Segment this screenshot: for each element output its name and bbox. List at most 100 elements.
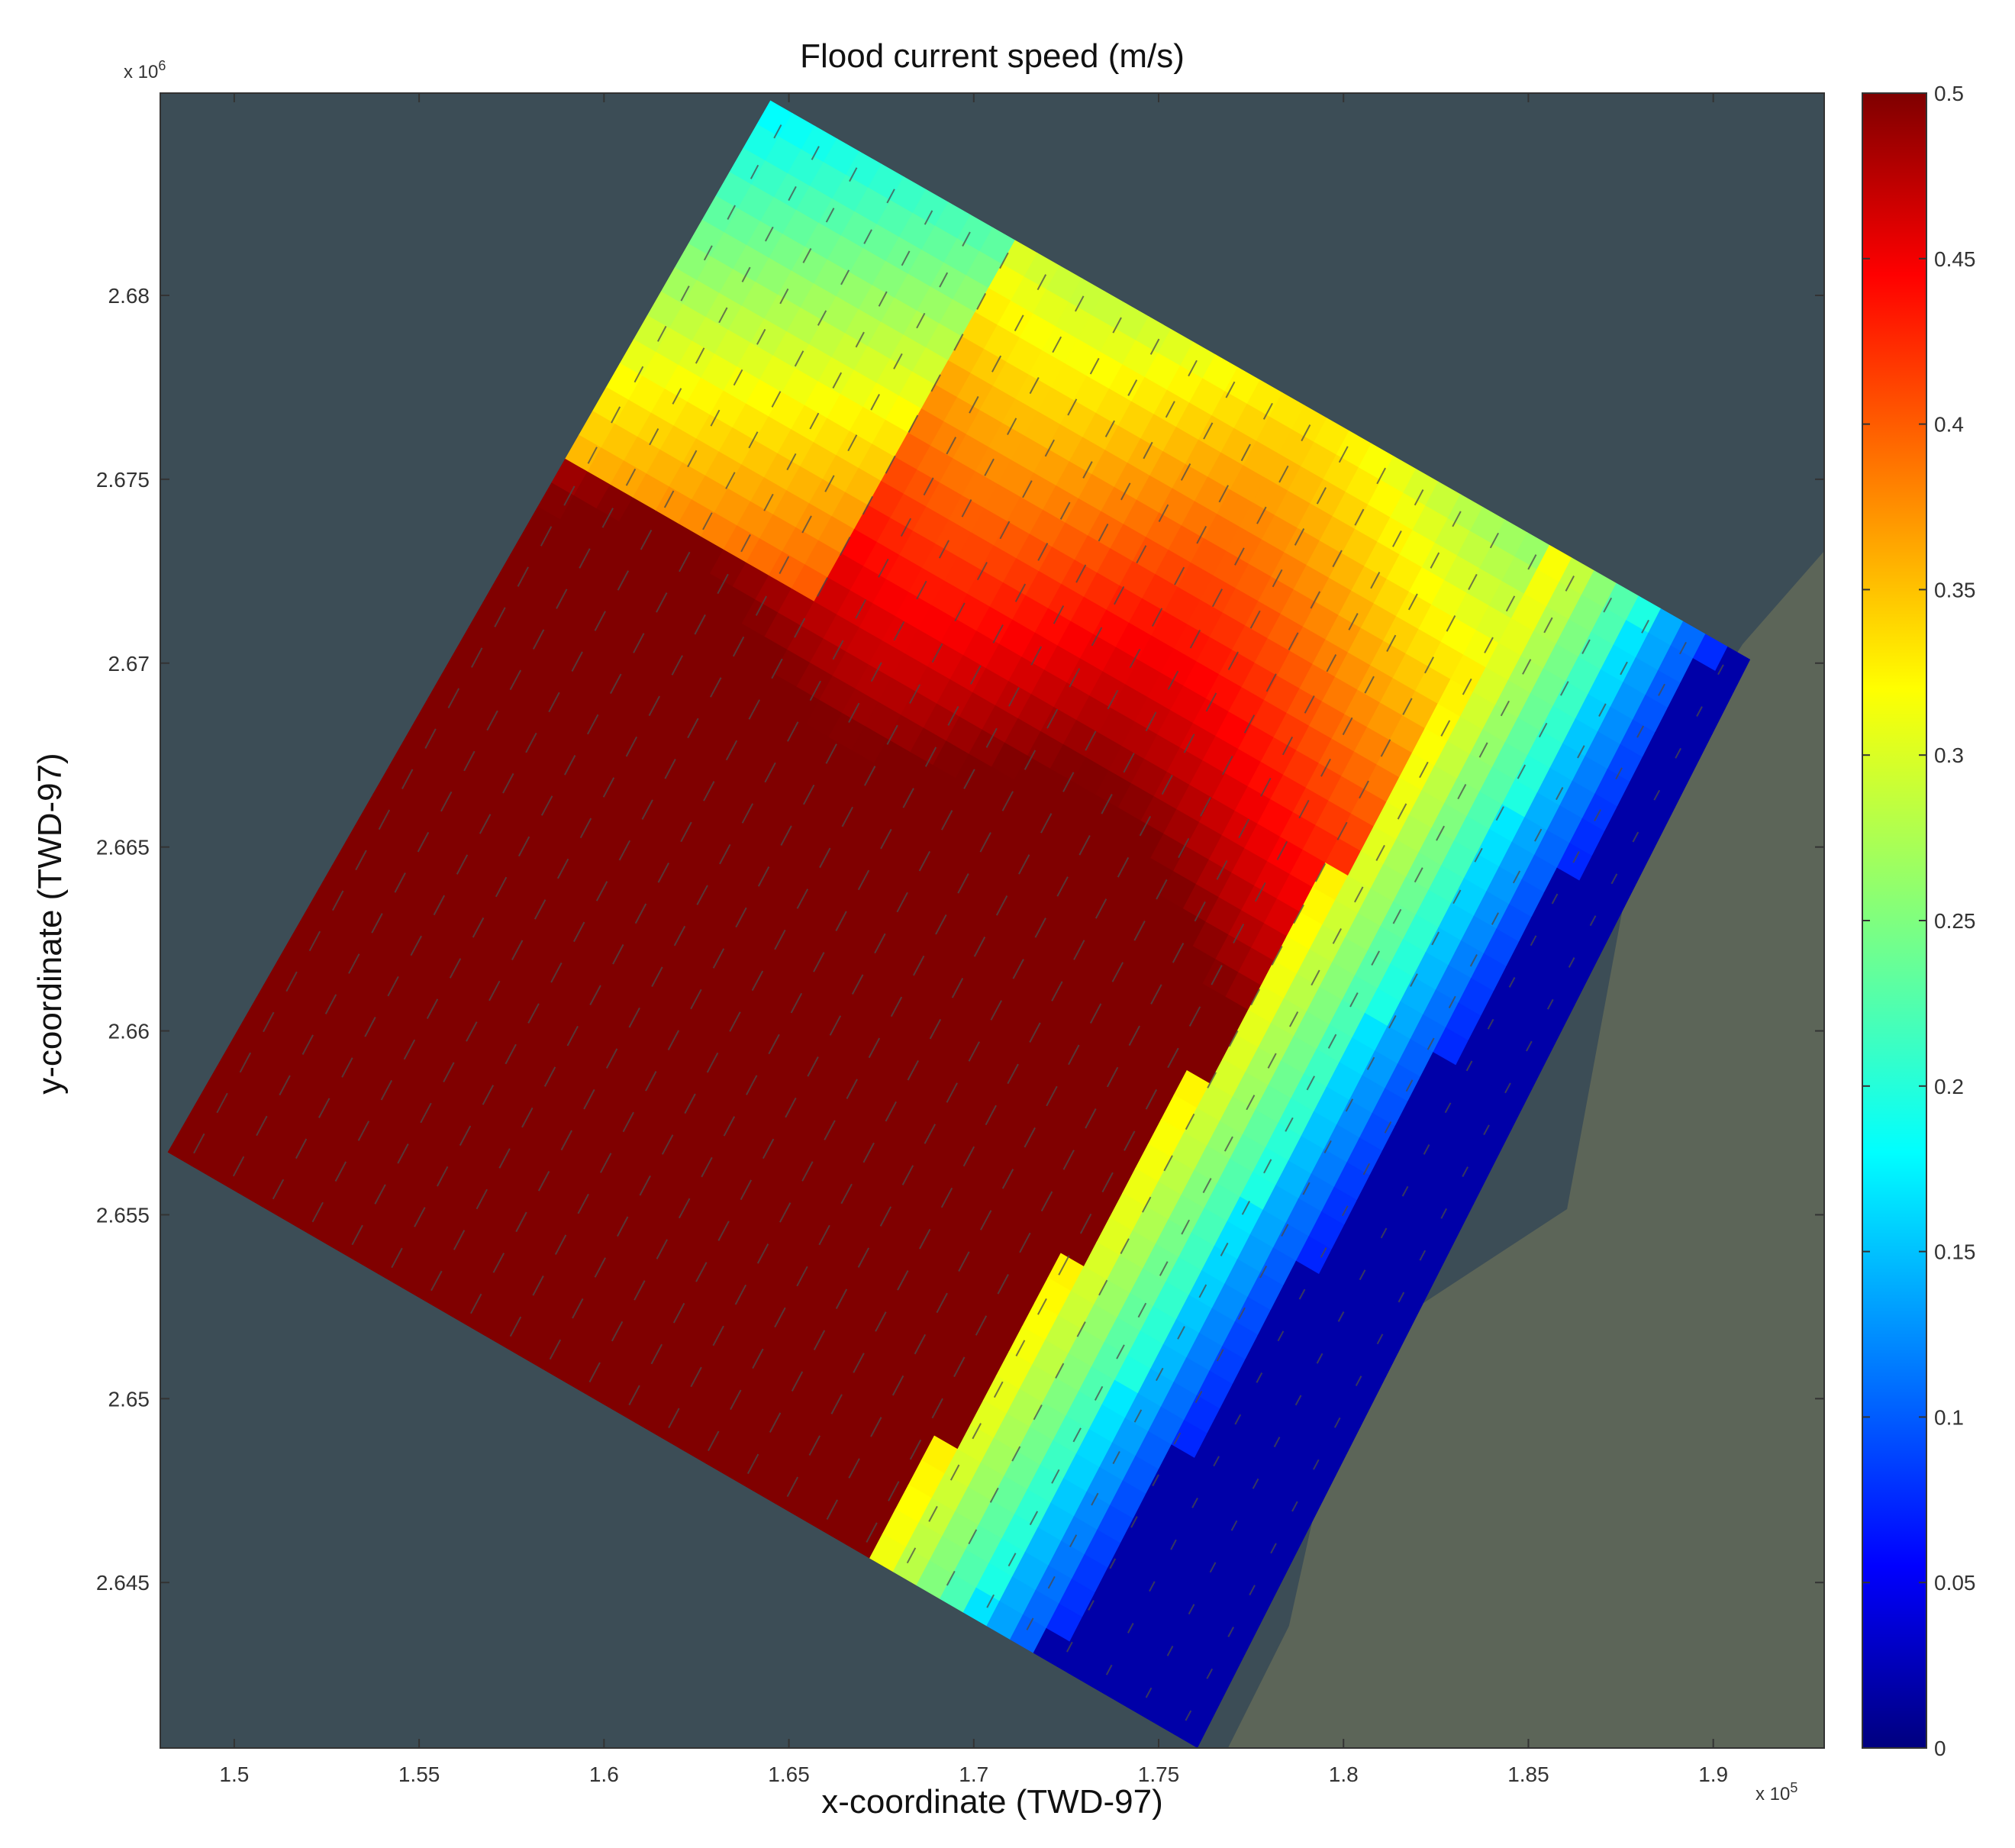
velocity-arrow bbox=[849, 167, 858, 182]
velocity-arrow bbox=[1066, 1641, 1073, 1653]
velocity-arrow bbox=[1359, 1269, 1366, 1281]
velocity-arrow bbox=[1174, 566, 1185, 585]
velocity-arrow bbox=[1001, 1169, 1014, 1189]
velocity-arrow bbox=[976, 562, 988, 581]
velocity-arrow bbox=[679, 551, 691, 572]
velocity-arrow bbox=[479, 814, 492, 834]
velocity-arrow bbox=[1161, 775, 1173, 795]
velocity-arrow bbox=[1062, 1150, 1075, 1170]
velocity-arrow bbox=[371, 913, 383, 934]
velocity-arrow bbox=[813, 952, 825, 972]
velocity-arrow bbox=[985, 1105, 997, 1126]
velocity-arrow bbox=[1145, 711, 1157, 732]
velocity-arrow bbox=[968, 1041, 980, 1062]
velocity-arrow bbox=[1530, 935, 1537, 947]
velocity-arrow bbox=[1354, 508, 1365, 526]
velocity-arrow bbox=[509, 1316, 522, 1337]
velocity-arrow bbox=[1298, 1288, 1306, 1300]
velocity-arrow bbox=[916, 580, 927, 600]
velocity-arrow bbox=[708, 1430, 720, 1452]
velocity-arrow bbox=[380, 1079, 393, 1101]
velocity-arrow bbox=[1109, 1558, 1117, 1569]
y-exponent-power: 6 bbox=[158, 58, 166, 73]
velocity-arrow bbox=[1632, 831, 1639, 843]
velocity-arrow bbox=[1338, 446, 1349, 463]
velocity-arrow bbox=[1276, 840, 1288, 860]
velocity-arrow bbox=[1250, 989, 1260, 1006]
velocity-arrow bbox=[893, 621, 905, 641]
velocity-arrow bbox=[1327, 1034, 1337, 1049]
velocity-arrow bbox=[992, 624, 1004, 643]
velocity-arrow bbox=[703, 245, 713, 261]
velocity-arrow bbox=[857, 869, 870, 891]
velocity-arrow bbox=[840, 1183, 853, 1205]
velocity-arrow bbox=[1044, 439, 1055, 457]
velocity-arrow bbox=[1397, 803, 1407, 820]
velocity-arrow bbox=[748, 699, 760, 720]
velocity-arrow bbox=[870, 394, 880, 411]
velocity-arrow bbox=[1069, 668, 1081, 688]
velocity-arrow bbox=[734, 1284, 747, 1305]
velocity-arrow bbox=[835, 1288, 848, 1309]
velocity-arrow bbox=[748, 431, 759, 449]
velocity-arrow bbox=[1220, 1242, 1229, 1256]
velocity-arrow bbox=[975, 1315, 988, 1336]
velocity-arrow bbox=[1211, 589, 1223, 608]
velocity-arrow bbox=[587, 447, 598, 464]
velocity-arrow bbox=[1185, 1113, 1195, 1130]
velocity-arrow bbox=[1177, 1326, 1185, 1340]
velocity-arrow bbox=[668, 1408, 680, 1429]
velocity-arrow bbox=[732, 636, 745, 657]
velocity-arrow bbox=[1320, 758, 1331, 777]
velocity-arrow bbox=[962, 1146, 975, 1167]
velocity-arrow bbox=[424, 728, 437, 749]
velocity-arrow bbox=[756, 1243, 769, 1264]
velocity-arrow bbox=[1370, 572, 1381, 589]
velocity-arrow bbox=[1355, 1376, 1362, 1386]
velocity-arrow bbox=[1392, 908, 1402, 924]
velocity-arrow bbox=[573, 921, 585, 943]
velocity-arrow bbox=[657, 863, 669, 883]
velocity-arrow bbox=[1371, 950, 1380, 966]
velocity-arrow bbox=[430, 1270, 443, 1292]
velocity-arrow bbox=[1314, 863, 1327, 882]
velocity-arrow bbox=[534, 899, 546, 920]
velocity-arrow bbox=[1211, 965, 1223, 985]
velocity-arrow bbox=[605, 1048, 618, 1069]
y-axis-ticks: 2.645 2.65 2.655 2.66 2.665 2.67 2.675 2.68 bbox=[96, 284, 1824, 1595]
velocity-arrow bbox=[1316, 487, 1327, 505]
velocity-arrow bbox=[802, 248, 812, 263]
velocity-arrow bbox=[870, 1417, 882, 1437]
velocity-arrow bbox=[617, 570, 630, 591]
velocity-arrow bbox=[1249, 610, 1261, 629]
velocity-arrow bbox=[862, 495, 874, 515]
velocity-arrow bbox=[470, 1293, 482, 1314]
velocity-arrow bbox=[532, 1276, 544, 1296]
velocity-arrow bbox=[1234, 1414, 1242, 1425]
velocity-arrow bbox=[571, 651, 583, 672]
velocity-arrow bbox=[1376, 467, 1386, 485]
velocity-arrow bbox=[657, 325, 667, 342]
velocity-arrow bbox=[1252, 1478, 1259, 1489]
velocity-arrow bbox=[466, 1021, 478, 1042]
velocity-arrow bbox=[1130, 1516, 1138, 1528]
velocity-arrow bbox=[938, 540, 949, 559]
velocity-arrow bbox=[1058, 1255, 1070, 1276]
velocity-arrow bbox=[611, 406, 621, 424]
velocity-arrow bbox=[723, 1116, 736, 1137]
velocity-arrow bbox=[1337, 1311, 1345, 1322]
velocity-arrow bbox=[1014, 314, 1024, 331]
velocity-arrow bbox=[746, 1453, 759, 1475]
velocity-arrow bbox=[1423, 1144, 1430, 1155]
velocity-arrow bbox=[1323, 1140, 1332, 1153]
velocity-arrow bbox=[401, 769, 414, 789]
velocity-arrow bbox=[1085, 730, 1097, 751]
velocity-arrow bbox=[1273, 1437, 1281, 1448]
velocity-arrow bbox=[285, 971, 298, 992]
velocity-arrow bbox=[1082, 461, 1093, 479]
velocity-arrow bbox=[1281, 1224, 1289, 1237]
velocity-arrow bbox=[1598, 703, 1607, 717]
velocity-arrow bbox=[1216, 1349, 1224, 1362]
velocity-arrow bbox=[907, 1059, 919, 1081]
velocity-arrow bbox=[463, 750, 476, 772]
